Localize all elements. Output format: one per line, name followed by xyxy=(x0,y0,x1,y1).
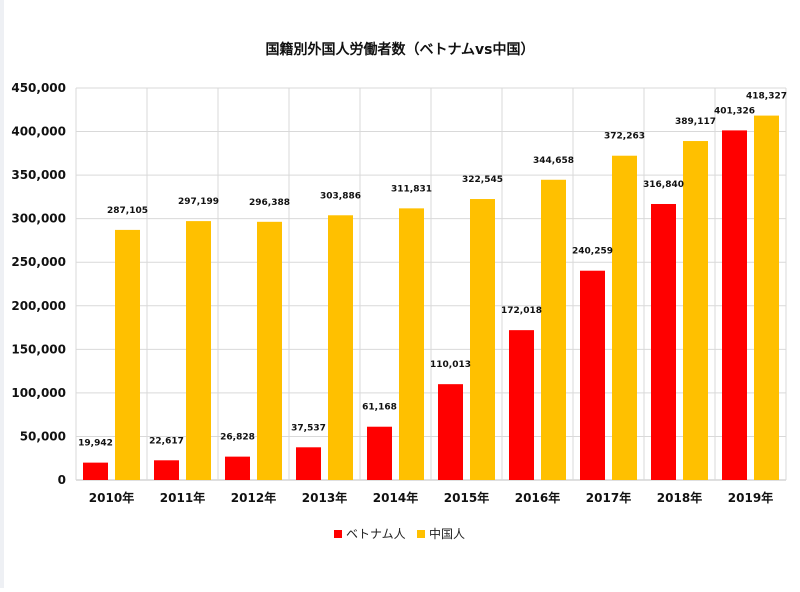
y-tick-label: 150,000 xyxy=(11,342,66,356)
grid-lines xyxy=(75,87,787,481)
y-tick-label: 0 xyxy=(58,473,66,487)
y-tick-label: 450,000 xyxy=(11,81,66,95)
y-tick-label: 250,000 xyxy=(11,255,66,269)
bar-china xyxy=(754,115,779,481)
bar-vietnam xyxy=(438,384,463,480)
data-label: 344,658 xyxy=(533,156,574,166)
bars xyxy=(83,115,779,481)
x-tick-label: 2018年 xyxy=(657,490,702,505)
bar-china xyxy=(115,229,140,480)
x-tick-label: 2011年 xyxy=(160,490,205,505)
bar-vietnam xyxy=(296,447,321,480)
legend: ベトナム人 中国人 xyxy=(334,526,465,541)
x-tick-label: 2016年 xyxy=(515,490,560,505)
legend-label: ベトナム人 xyxy=(346,527,406,541)
bar-vietnam xyxy=(367,426,392,480)
bar-vietnam xyxy=(83,462,108,480)
left-edge-strip xyxy=(0,0,4,588)
data-label: 322,545 xyxy=(462,175,503,185)
data-label: 240,259 xyxy=(572,247,613,257)
y-tick-label: 100,000 xyxy=(11,386,66,400)
bar-china xyxy=(683,141,708,480)
data-label: 297,199 xyxy=(178,197,219,207)
legend-swatch xyxy=(334,530,342,538)
bar-china xyxy=(186,221,211,481)
x-tick-label: 2015年 xyxy=(444,490,489,505)
bar-china xyxy=(399,208,424,481)
legend-label: 中国人 xyxy=(429,526,465,541)
bar-china xyxy=(257,221,282,481)
data-label: 372,263 xyxy=(604,132,645,142)
data-label: 389,117 xyxy=(675,117,716,127)
x-tick-label: 2014年 xyxy=(373,490,418,505)
bar-vietnam xyxy=(580,270,605,480)
x-tick-label: 2010年 xyxy=(89,490,134,505)
data-label: 401,326 xyxy=(714,106,755,116)
data-label: 287,105 xyxy=(107,206,148,216)
y-tick-label: 400,000 xyxy=(11,125,66,139)
bar-vietnam xyxy=(154,460,179,480)
x-tick-label: 2012年 xyxy=(231,490,276,505)
x-tick-label: 2019年 xyxy=(728,490,773,505)
data-label: 303,886 xyxy=(320,191,361,201)
y-tick-label: 50,000 xyxy=(20,429,66,443)
bar-china xyxy=(612,155,637,480)
data-label: 61,168 xyxy=(362,403,397,413)
x-tick-label: 2013年 xyxy=(302,490,347,505)
data-label: 22,617 xyxy=(149,436,184,446)
x-axis-ticks: 2010年 2011年 2012年 2013年 2014年 2015年 2016年 2017年… xyxy=(89,490,773,505)
data-label: 172,018 xyxy=(501,306,542,316)
chart-title: 国籍別外国人労働者数（ベトナムvs中国） xyxy=(265,41,534,58)
data-label: 26,828 xyxy=(220,433,255,443)
data-labels: 19,942 287,105 22,617 297,199 26,828 296,388 3… xyxy=(78,92,787,449)
y-tick-label: 200,000 xyxy=(11,299,66,313)
bar-vietnam xyxy=(722,130,747,481)
legend-swatch xyxy=(417,530,425,538)
y-tick-label: 300,000 xyxy=(11,212,66,226)
bar-vietnam xyxy=(651,203,676,480)
data-label: 311,831 xyxy=(391,184,432,194)
y-tick-label: 350,000 xyxy=(11,168,66,182)
data-label: 37,537 xyxy=(291,423,326,433)
bar-vietnam xyxy=(509,330,534,480)
data-label: 19,942 xyxy=(78,439,113,449)
bar-china xyxy=(328,215,353,480)
data-label: 418,327 xyxy=(746,92,787,102)
bar-vietnam xyxy=(225,456,250,480)
x-tick-label: 2017年 xyxy=(586,490,631,505)
y-axis-ticks: 0 50,000 100,000 150,000 200,000 250,000 300,0… xyxy=(11,81,66,487)
data-label: 110,013 xyxy=(430,360,471,370)
bar-china xyxy=(470,199,495,480)
data-label: 316,840 xyxy=(643,180,684,190)
bar-china xyxy=(541,179,566,480)
data-label: 296,388 xyxy=(249,198,290,208)
